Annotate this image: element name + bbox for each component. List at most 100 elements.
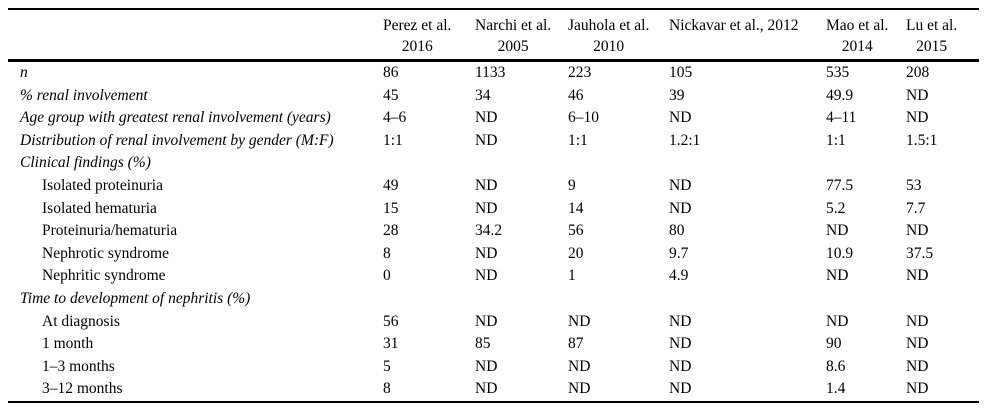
cell-value: 8 xyxy=(383,380,391,398)
cell-value: 37.5 xyxy=(906,244,934,262)
cell-value: ND xyxy=(475,131,498,149)
cell-value: ND xyxy=(669,380,692,398)
cell-value: ND xyxy=(826,267,849,285)
cell-value xyxy=(467,152,560,175)
cell-value: 1:1 xyxy=(383,131,403,149)
cell-value: 1.5:1 xyxy=(906,131,938,149)
cell-value: 46 xyxy=(568,86,584,104)
cell-value: 9 xyxy=(568,176,576,194)
cell-value: 14 xyxy=(568,199,584,217)
row-label: Isolated proteinuria xyxy=(42,176,163,194)
cell-value: 223 xyxy=(568,64,592,81)
cell-value: ND xyxy=(906,109,929,127)
cell-value: 90 xyxy=(826,335,842,353)
cell-value: 8 xyxy=(383,244,391,262)
cell-value xyxy=(661,152,818,175)
cell-value: ND xyxy=(906,335,929,353)
cell-value: 6–10 xyxy=(568,109,599,127)
cell-value: 535 xyxy=(826,64,850,81)
column-header-line1: Mao et al. xyxy=(826,17,889,34)
cell-value: 4–11 xyxy=(826,109,857,127)
cell-value: ND xyxy=(669,176,692,194)
cell-value: 10.9 xyxy=(826,244,854,262)
column-header-line2: 2005 xyxy=(497,37,529,55)
cell-value xyxy=(560,152,661,175)
column-header-line1: Jauhola et al. xyxy=(568,17,650,34)
cell-value: 34.2 xyxy=(475,222,503,240)
cell-value: 0 xyxy=(383,267,391,285)
cell-value: ND xyxy=(475,199,498,217)
cell-value: ND xyxy=(906,312,929,330)
table-row: n 86 1133 223 105 535 208 xyxy=(8,61,979,85)
table-row: Isolated hematuria 15 ND 14 ND 5.2 7.7 xyxy=(8,198,979,221)
row-label: 1–3 months xyxy=(42,357,115,375)
cell-value xyxy=(818,152,898,175)
table-row: 3–12 months 8 ND ND ND 1.4 ND xyxy=(8,378,979,402)
cell-value: ND xyxy=(669,199,692,217)
row-label: n xyxy=(20,64,28,81)
table-row: Nephrotic syndrome 8 ND 20 9.7 10.9 37.5 xyxy=(8,243,979,266)
cell-value: ND xyxy=(475,176,498,194)
column-header-line1: Perez et al. xyxy=(383,17,452,34)
empty-corner-cell xyxy=(8,9,375,62)
table-row: 1 month 31 85 87 ND 90 ND xyxy=(8,333,979,356)
cell-value: 86 xyxy=(383,64,399,81)
cell-value: 34 xyxy=(475,86,491,104)
table-row: Isolated proteinuria 49 ND 9 ND 77.5 53 xyxy=(8,175,979,198)
cell-value: 105 xyxy=(669,64,693,81)
table-row: Nephritic syndrome 0 ND 1 4.9 ND ND xyxy=(8,265,979,288)
cell-value xyxy=(375,152,467,175)
cell-value: 77.5 xyxy=(826,176,854,194)
cell-value: 53 xyxy=(906,176,922,194)
study-comparison-table-container: Perez et al. 2016 Narchi et al. 2005 Jauho… xyxy=(8,8,979,403)
cell-value: 49 xyxy=(383,176,399,194)
cell-value: 1133 xyxy=(475,64,506,81)
row-label: Nephrotic syndrome xyxy=(42,244,169,262)
cell-value: ND xyxy=(826,312,849,330)
column-header-nickavar: Nickavar et al., 2012 xyxy=(661,9,818,62)
row-label: 3–12 months xyxy=(42,380,123,398)
cell-value xyxy=(560,288,661,311)
cell-value: ND xyxy=(475,357,498,375)
cell-value: 1:1 xyxy=(568,131,588,149)
cell-value: 87 xyxy=(568,335,584,353)
cell-value xyxy=(375,288,467,311)
cell-value: 49.9 xyxy=(826,86,854,104)
cell-value: ND xyxy=(568,380,591,398)
cell-value: ND xyxy=(906,86,929,104)
cell-value: 7.7 xyxy=(906,199,926,217)
cell-value: 80 xyxy=(669,222,685,240)
cell-value: 8.6 xyxy=(826,357,846,375)
cell-value xyxy=(898,152,979,175)
cell-value: ND xyxy=(669,335,692,353)
cell-value: ND xyxy=(906,357,929,375)
cell-value: ND xyxy=(475,244,498,262)
column-header-lu: Lu et al. 2015 xyxy=(898,9,979,62)
cell-value: ND xyxy=(906,222,929,240)
column-header-line2: 2016 xyxy=(401,37,433,55)
table-row: Age group with greatest renal involvemen… xyxy=(8,107,979,130)
table-row: At diagnosis 56 ND ND ND ND ND xyxy=(8,311,979,334)
cell-value: 56 xyxy=(383,312,399,330)
table-row: 1–3 months 5 ND ND ND 8.6 ND xyxy=(8,356,979,379)
column-header-line1: Lu et al. xyxy=(906,17,958,34)
cell-value: 5.2 xyxy=(826,199,846,217)
table-row: Proteinuria/hematuria 28 34.2 56 80 ND N… xyxy=(8,220,979,243)
row-label: % renal involvement xyxy=(20,86,148,104)
column-header-mao: Mao et al. 2014 xyxy=(818,9,898,62)
row-label: Distribution of renal involvement by gen… xyxy=(20,131,334,149)
cell-value: ND xyxy=(568,312,591,330)
cell-value: 15 xyxy=(383,199,399,217)
cell-value: ND xyxy=(475,109,498,127)
table-row: % renal involvement 45 34 46 39 49.9 ND xyxy=(8,85,979,108)
cell-value: ND xyxy=(669,109,692,127)
row-label: At diagnosis xyxy=(42,312,120,330)
row-label: Proteinuria/hematuria xyxy=(42,222,178,240)
cell-value: 208 xyxy=(906,64,930,81)
header-row: Perez et al. 2016 Narchi et al. 2005 Jauho… xyxy=(8,9,979,62)
cell-value: 1.4 xyxy=(826,380,846,398)
cell-value xyxy=(898,288,979,311)
row-label: Age group with greatest renal involvemen… xyxy=(20,109,331,127)
column-header-perez: Perez et al. 2016 xyxy=(375,9,467,62)
cell-value: 4.9 xyxy=(669,267,689,285)
